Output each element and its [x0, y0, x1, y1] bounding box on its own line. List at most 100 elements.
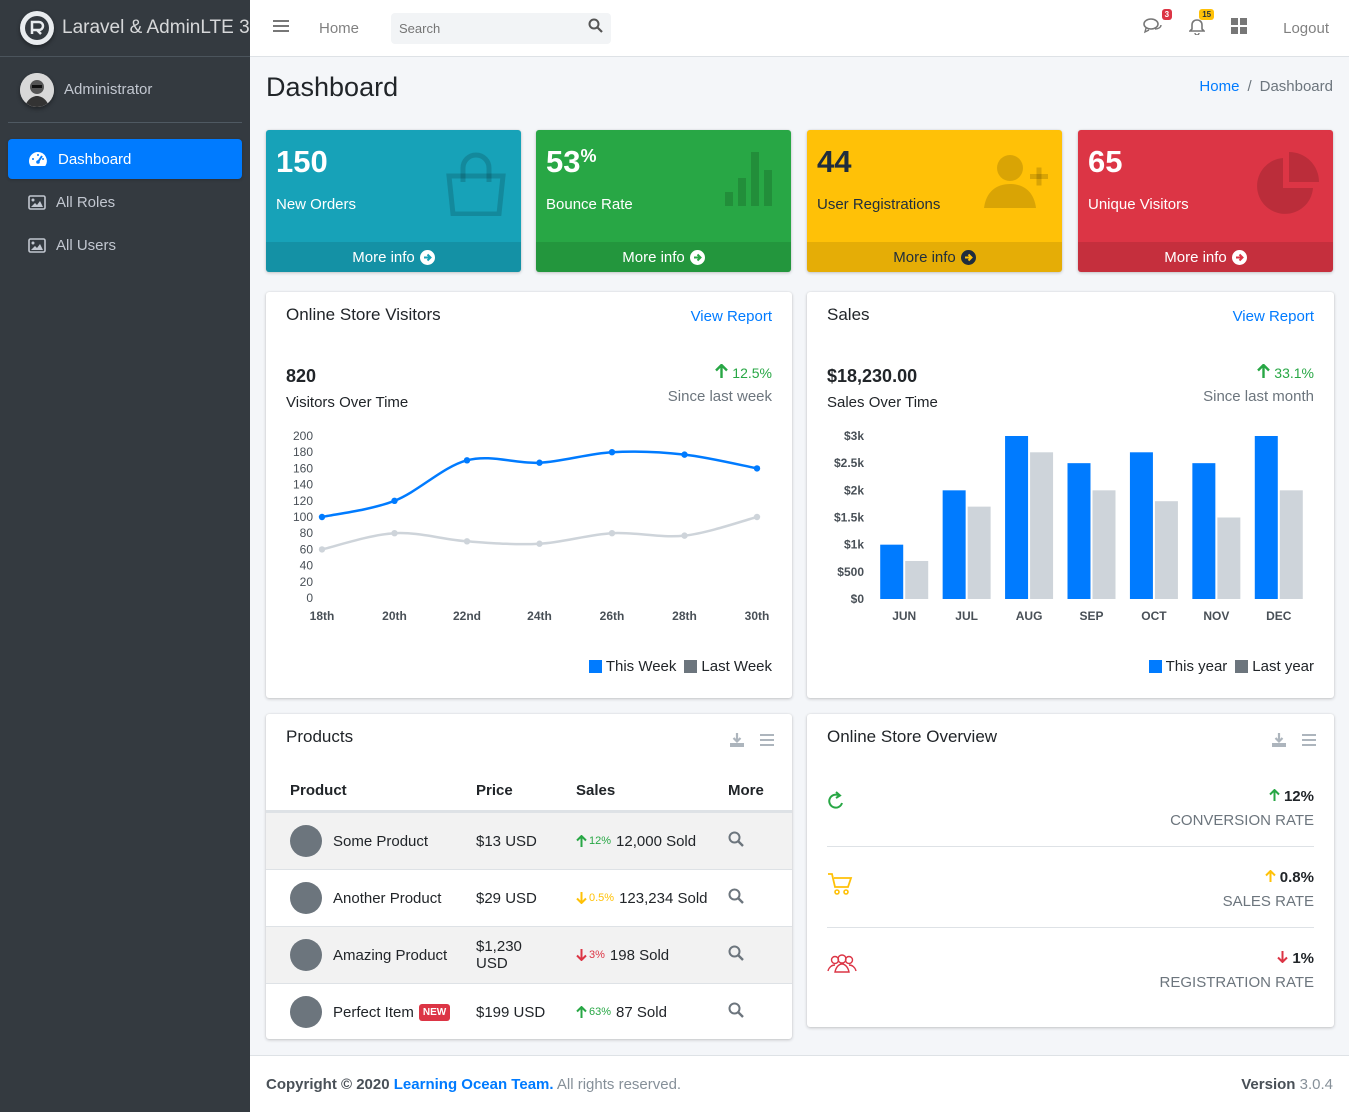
menu-bars-icon[interactable] — [760, 733, 774, 752]
user-panel[interactable]: Administrator — [8, 57, 242, 123]
y-tick-label: $0 — [851, 592, 865, 606]
x-tick-label: OCT — [1141, 609, 1167, 623]
arrow-circle-right-icon — [1231, 249, 1247, 265]
overview-value: 1% — [1277, 950, 1314, 967]
bar-last-year[interactable] — [1217, 517, 1241, 600]
bar-this-year[interactable] — [1192, 463, 1216, 599]
arrow-up-icon — [715, 363, 729, 378]
image-icon — [28, 194, 46, 210]
arrow-circle-right-icon — [419, 249, 435, 265]
team-link[interactable]: Learning Ocean Team. — [393, 1075, 554, 1093]
y-tick-label: $1k — [844, 538, 864, 552]
stat-label: New Orders — [276, 196, 357, 213]
logout-link[interactable]: Logout — [1283, 20, 1329, 37]
x-tick-label: DEC — [1266, 609, 1292, 623]
bar-last-year[interactable] — [967, 506, 991, 599]
bar-this-year[interactable] — [942, 490, 966, 599]
data-point-last-week[interactable] — [681, 532, 688, 539]
messages-icon[interactable]: 3 — [1143, 9, 1173, 39]
y-tick-label: 100 — [293, 510, 313, 524]
data-point-this-week[interactable] — [608, 449, 616, 456]
download-icon[interactable] — [1272, 733, 1286, 752]
stat-value: 53% — [546, 144, 597, 179]
arrow-down-icon — [576, 892, 587, 904]
bar-last-year[interactable] — [1092, 490, 1116, 599]
bar-this-year[interactable] — [1254, 436, 1278, 599]
bar-this-year[interactable] — [1067, 463, 1091, 599]
data-point-last-week[interactable] — [753, 513, 761, 521]
download-icon[interactable] — [730, 733, 744, 752]
sales-since: Since last month — [1203, 388, 1314, 405]
bar-last-year[interactable] — [1279, 490, 1303, 599]
y-tick-label: 180 — [293, 445, 313, 459]
brand-logo-icon — [20, 11, 54, 45]
view-report-link[interactable]: View Report — [690, 308, 772, 325]
bar-this-year[interactable] — [1005, 436, 1029, 599]
page-footer: Copyright © 2020 Learning Ocean Team. Al… — [250, 1055, 1349, 1112]
sidebar-item-all-roles[interactable]: All Roles — [8, 182, 242, 222]
data-point-last-week[interactable] — [318, 546, 326, 553]
product-name: Perfect Item — [333, 1003, 414, 1021]
view-product-button[interactable] — [708, 888, 744, 908]
bar-last-year[interactable] — [905, 560, 929, 599]
stat-value: 150 — [276, 144, 328, 179]
search-icon[interactable] — [588, 18, 603, 38]
data-point-this-week[interactable] — [391, 497, 398, 504]
bar-last-year[interactable] — [1030, 452, 1054, 599]
data-point-this-week[interactable] — [318, 513, 326, 521]
x-tick-label: AUG — [1016, 609, 1043, 623]
card-title: Online Store Overview — [827, 727, 998, 746]
data-point-last-week[interactable] — [608, 530, 616, 537]
legend-item-this-year: This year — [1148, 658, 1227, 675]
breadcrumb-home[interactable]: Home — [1199, 78, 1240, 95]
sales-pct: 12% — [589, 835, 612, 847]
data-point-this-week[interactable] — [753, 465, 761, 472]
y-tick-label: 140 — [293, 478, 313, 492]
search-icon — [728, 888, 744, 904]
arrow-down-icon — [576, 949, 587, 961]
arrow-up-icon — [576, 835, 587, 847]
sales-sold: 123,234 Sold — [619, 889, 708, 907]
table-row: Perfect Item NEW $199 USD 63% 87 Sold — [266, 983, 792, 1039]
hamburger-icon[interactable] — [273, 19, 289, 38]
data-point-this-week[interactable] — [681, 451, 688, 458]
bell-icon[interactable]: 15 — [1188, 8, 1215, 40]
view-product-button[interactable] — [708, 1002, 744, 1022]
product-name: Some Product — [333, 832, 429, 850]
y-tick-label: $2k — [844, 483, 864, 497]
sales-bar-chart: $0 $500 $1k $1.5k $2k $2.5k $3k JUN JUL AUG SEP OCT… — [834, 429, 1303, 623]
view-report-link[interactable]: View Report — [1232, 308, 1314, 325]
view-product-button[interactable] — [708, 945, 744, 965]
more-info-link[interactable]: More info — [807, 242, 1062, 272]
x-tick-label: 20th — [382, 609, 407, 623]
product-name: Amazing Product — [333, 946, 448, 964]
stat-box-user-registrations: 44 User Registrations More info — [807, 130, 1062, 272]
stat-label: Bounce Rate — [546, 196, 633, 213]
more-info-link[interactable]: More info — [536, 242, 791, 272]
data-point-last-week[interactable] — [391, 530, 398, 537]
nav-home-link[interactable]: Home — [319, 19, 360, 37]
menu-bars-icon[interactable] — [1302, 733, 1316, 752]
arrow-up-icon — [1257, 363, 1271, 378]
copyright: Copyright © 2020 Learning Ocean Team. Al… — [266, 1075, 682, 1093]
legend-item-last-year: Last year — [1235, 658, 1314, 675]
more-info-link[interactable]: More info — [266, 242, 521, 272]
brand-link[interactable]: Laravel & AdminLTE 3 — [0, 0, 250, 57]
more-info-link[interactable]: More info — [1078, 242, 1333, 272]
image-icon — [28, 237, 46, 253]
search-input[interactable] — [399, 20, 570, 36]
sidebar-item-dashboard[interactable]: Dashboard — [8, 139, 242, 179]
bar-this-year[interactable] — [880, 544, 904, 599]
view-product-button[interactable] — [708, 831, 744, 851]
sidebar-item-all-users[interactable]: All Users — [8, 225, 242, 265]
bar-this-year[interactable] — [1129, 452, 1153, 599]
bar-last-year[interactable] — [1154, 501, 1178, 599]
data-point-this-week[interactable] — [536, 459, 543, 466]
stat-box-unique-visitors: 65 Unique Visitors More info — [1078, 130, 1333, 272]
data-point-last-week[interactable] — [536, 540, 543, 547]
stat-value: 44 — [817, 144, 852, 179]
data-point-this-week[interactable] — [463, 457, 471, 464]
data-point-last-week[interactable] — [463, 538, 471, 545]
grid-icon[interactable] — [1231, 18, 1248, 39]
overview-item-conversion: 12% CONVERSION RATE — [827, 766, 1314, 847]
